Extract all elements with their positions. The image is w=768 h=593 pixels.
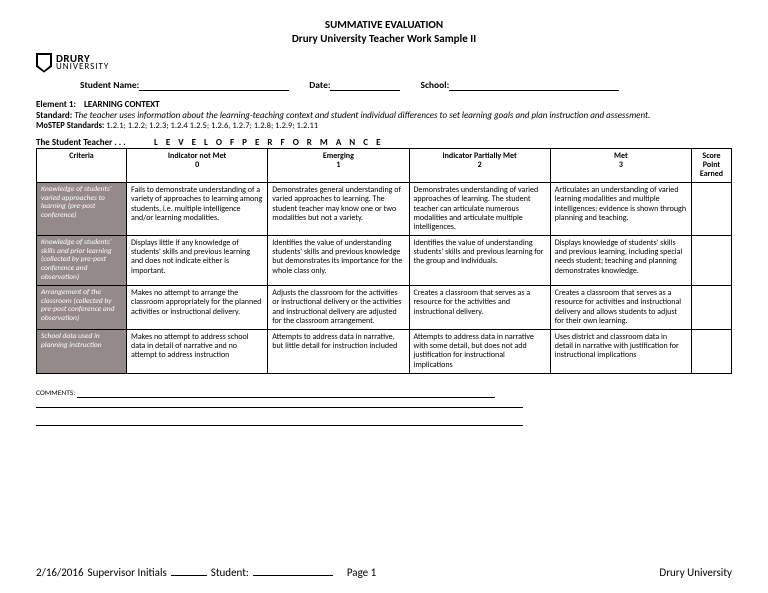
criteria-cell: Knowledge of students' skills and prior … bbox=[37, 236, 127, 286]
student-name-label: Student Name: bbox=[80, 79, 139, 91]
rubric-table: Criteria Indicator not Met0 Emerging1 In… bbox=[36, 148, 732, 374]
date-field[interactable] bbox=[330, 81, 400, 91]
student-name-field[interactable] bbox=[139, 81, 289, 91]
cell-not-met: Makes no attempt to address school data … bbox=[127, 329, 268, 373]
level-of-performance-label: L E V E L O F P E R F O R M A N C E bbox=[154, 137, 383, 148]
cell-partial: Attempts to address data in narrative wi… bbox=[409, 329, 550, 373]
table-header-row: Criteria Indicator not Met0 Emerging1 In… bbox=[37, 148, 732, 183]
mostep-text: 1.2.1; 1.2.2; 1.2.3; 1.2.4 1.2.5; 1.2.6,… bbox=[106, 121, 318, 131]
cell-score[interactable] bbox=[692, 236, 732, 286]
cell-emerging: Adjusts the classroom for the activities… bbox=[268, 286, 409, 330]
comments-line-2[interactable] bbox=[36, 398, 523, 408]
cell-emerging: Attempts to address data in narrative, b… bbox=[268, 329, 409, 373]
doc-title-1: SUMMATIVE EVALUATION bbox=[36, 18, 732, 32]
cell-partial: Creates a classroom that serves as a res… bbox=[409, 286, 550, 330]
standard-label: Standard: bbox=[36, 110, 72, 121]
comments-line-3[interactable] bbox=[36, 416, 523, 426]
footer-student-label: Student: bbox=[211, 566, 249, 579]
mostep-label: MoSTEP Standards: bbox=[36, 121, 104, 131]
footer-page: Page 1 bbox=[347, 566, 376, 579]
cell-not-met: Makes no attempt to arrange the classroo… bbox=[127, 286, 268, 330]
criteria-cell: School data used in planning instruction bbox=[37, 329, 127, 373]
header-met: Met3 bbox=[550, 148, 691, 183]
footer-student-field[interactable] bbox=[253, 566, 333, 576]
student-teacher-label: The Student Teacher . . . bbox=[36, 137, 154, 148]
logo-block: DRURY UNIVERSITY bbox=[36, 53, 732, 73]
supervisor-initials-field[interactable] bbox=[171, 566, 207, 576]
cell-emerging: Demonstrates general understanding of va… bbox=[268, 183, 409, 236]
element-title: LEARNING CONTEXT bbox=[84, 99, 160, 110]
cell-score[interactable] bbox=[692, 183, 732, 236]
table-row: Knowledge of students' skills and prior … bbox=[37, 236, 732, 286]
cell-met: Creates a classroom that serves as a res… bbox=[550, 286, 691, 330]
header-partial: Indicator Partially Met2 bbox=[409, 148, 550, 183]
criteria-cell: Arrangement of the classroom (collected … bbox=[37, 286, 127, 330]
shield-icon bbox=[36, 53, 52, 73]
table-row: Arrangement of the classroom (collected … bbox=[37, 286, 732, 330]
form-row: Student Name: Date: School: bbox=[80, 79, 732, 91]
comments-line-1[interactable] bbox=[77, 388, 495, 398]
cell-partial: Demonstrates understanding of varied app… bbox=[409, 183, 550, 236]
date-label: Date: bbox=[309, 79, 330, 91]
footer-university: Drury University bbox=[659, 566, 732, 579]
table-row: School data used in planning instruction… bbox=[37, 329, 732, 373]
cell-met: Articulates an understanding of varied l… bbox=[550, 183, 691, 236]
page-footer: 2/16/2016 Supervisor Initials Student: P… bbox=[36, 566, 732, 579]
header-not-met: Indicator not Met0 bbox=[127, 148, 268, 183]
logo-text-bottom: UNIVERSITY bbox=[56, 63, 109, 71]
cell-met: Displays knowledge of students' skills a… bbox=[550, 236, 691, 286]
cell-partial: Identifies the value of understanding st… bbox=[409, 236, 550, 286]
header-criteria: Criteria bbox=[37, 148, 127, 183]
element-number: Element 1: bbox=[36, 99, 76, 110]
school-label: School: bbox=[420, 79, 449, 91]
criteria-cell: Knowledge of students' varied approaches… bbox=[37, 183, 127, 236]
header-score: ScorePointEarned bbox=[692, 148, 732, 183]
school-field[interactable] bbox=[449, 81, 619, 91]
header-emerging: Emerging1 bbox=[268, 148, 409, 183]
table-row: Knowledge of students' varied approaches… bbox=[37, 183, 732, 236]
standard-text: The teacher uses information about the l… bbox=[74, 110, 650, 121]
cell-not-met: Displays little if any knowledge of stud… bbox=[127, 236, 268, 286]
cell-emerging: Identifies the value of understanding st… bbox=[268, 236, 409, 286]
footer-supervisor-label: Supervisor Initials bbox=[88, 566, 167, 579]
cell-not-met: Fails to demonstrate understanding of a … bbox=[127, 183, 268, 236]
comments-label: COMMENTS: bbox=[36, 389, 75, 398]
cell-met: Uses district and classroom data in deta… bbox=[550, 329, 691, 373]
cell-score[interactable] bbox=[692, 286, 732, 330]
cell-score[interactable] bbox=[692, 329, 732, 373]
footer-date: 2/16/2016 bbox=[36, 566, 84, 579]
doc-title-2: Drury University Teacher Work Sample II bbox=[36, 32, 732, 46]
